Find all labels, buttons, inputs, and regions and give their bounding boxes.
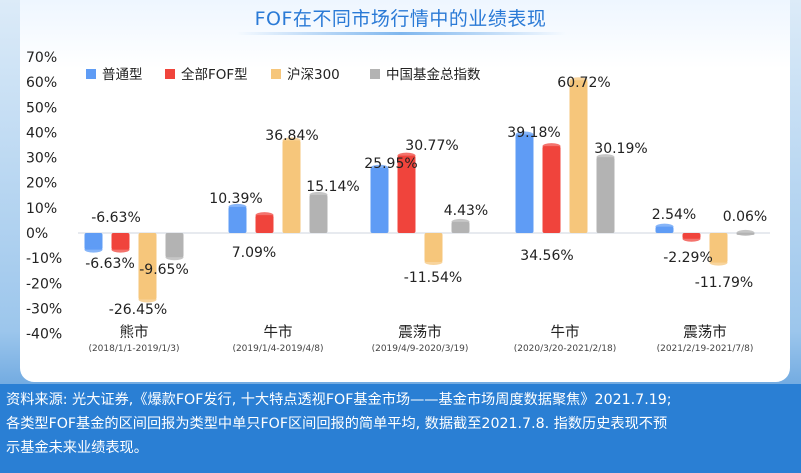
bar-cap (84, 246, 103, 253)
source-footer: 资料来源: 光大证券,《爆款FOF发行, 十大特点透视FOF基金市场——基金市场… (0, 384, 801, 473)
bar (709, 233, 728, 263)
data-label: 25.95% (364, 156, 417, 172)
title-underline (236, 32, 566, 35)
data-label: -26.45% (109, 302, 167, 318)
category-label: 牛市 (551, 324, 580, 341)
bar-cap (569, 77, 588, 84)
y-tick-label: -20% (26, 276, 62, 292)
bar (111, 233, 130, 250)
data-label: 60.72% (557, 75, 610, 91)
bar (370, 167, 389, 233)
data-label: -9.65% (139, 262, 189, 278)
bar (397, 155, 416, 233)
bar-cap (138, 296, 157, 303)
bar-cap (111, 246, 130, 253)
y-tick-label: 0% (26, 226, 48, 242)
category-period: (2018/1/1-2019/1/3) (88, 344, 179, 354)
data-label: 39.18% (507, 125, 560, 141)
bar-cap (424, 259, 443, 266)
y-tick-label: -40% (26, 327, 62, 343)
data-label: -6.63% (91, 210, 141, 226)
category-period: (2021/2/19-2021/7/8) (657, 344, 754, 354)
bar-cap (596, 154, 615, 161)
data-label: -2.29% (663, 250, 713, 266)
bar-chart: 70% 60% 50% 40% 30% 20% 10% 0% -10% -20% -30% -40% 普… (26, 50, 770, 354)
y-tick-label: -10% (26, 251, 62, 267)
bar-cap (709, 259, 728, 266)
data-label: -11.79% (695, 275, 753, 291)
bar (309, 194, 328, 233)
data-label: -6.63% (85, 256, 135, 272)
footer-line-3: 示基金未来业绩表现。 (6, 440, 148, 456)
legend-label: 中国基金总指数 (386, 66, 481, 83)
legend-label: 全部FOF型 (181, 66, 248, 83)
y-tick-label: -30% (26, 301, 62, 317)
legend-label: 沪深300 (287, 67, 340, 83)
legend-swatch (86, 69, 96, 79)
bar-cap (542, 143, 561, 150)
data-label: 7.09% (232, 245, 276, 261)
data-label: 36.84% (265, 128, 318, 144)
legend-label: 普通型 (102, 67, 143, 83)
data-label: 30.77% (405, 138, 458, 154)
bar (255, 215, 274, 233)
y-tick-label: 70% (26, 50, 57, 66)
bar-cap (397, 152, 416, 159)
data-label: 10.39% (209, 191, 262, 207)
y-tick-label: 10% (26, 201, 57, 217)
category-period: (2019/4/9-2020/3/19) (372, 344, 469, 354)
category-label: 熊市 (120, 324, 149, 341)
bar (451, 221, 470, 233)
bar (84, 233, 103, 250)
data-label: 15.14% (306, 179, 359, 195)
y-tick-label: 30% (26, 151, 57, 167)
bar-cap (228, 203, 247, 210)
footer-line-2: 各类型FOF基金的区间回报为类型中单只FOF区间回报的简单平均, 数据截至202… (6, 416, 668, 432)
bar-cap (451, 218, 470, 225)
legend-swatch (271, 69, 281, 79)
category-period: (2019/1/4-2019/4/8) (232, 344, 323, 354)
bar-cap (165, 254, 184, 261)
bar-cap (736, 229, 755, 236)
footer-line-1: 资料来源: 光大证券,《爆款FOF发行, 十大特点透视FOF基金市场——基金市场… (6, 392, 672, 408)
bar (424, 233, 443, 263)
data-label: 30.19% (594, 141, 647, 157)
category-period: (2020/3/20-2021/2/18) (514, 344, 617, 354)
y-tick-label: 40% (26, 125, 57, 141)
data-label: 4.43% (444, 203, 488, 219)
bar-cap (309, 191, 328, 198)
data-label: 34.56% (520, 248, 573, 264)
bar-cap (682, 235, 701, 242)
bar (282, 140, 301, 233)
bar (542, 146, 561, 233)
legend-swatch (370, 69, 380, 79)
bar (228, 206, 247, 233)
category-label: 震荡市 (398, 324, 442, 341)
bar-cap (282, 137, 301, 144)
legend-swatch (165, 69, 175, 79)
bar-cap (255, 212, 274, 219)
data-label: 2.54% (652, 207, 696, 223)
bar-cap (655, 223, 674, 230)
data-label: -11.54% (404, 270, 462, 286)
bar (165, 233, 184, 258)
bar (569, 80, 588, 233)
chart-title: FOF在不同市场行情中的业绩表现 (254, 8, 547, 30)
category-label: 震荡市 (683, 324, 727, 341)
y-tick-label: 20% (26, 176, 57, 192)
y-tick-label: 50% (26, 100, 57, 116)
category-label: 牛市 (264, 324, 293, 341)
y-tick-label: 60% (26, 75, 57, 91)
bar (596, 157, 615, 233)
data-label: 0.06% (723, 209, 767, 225)
bar (138, 233, 157, 300)
bar (515, 134, 534, 233)
bar-cap (515, 131, 534, 138)
bar-cap (370, 164, 389, 171)
